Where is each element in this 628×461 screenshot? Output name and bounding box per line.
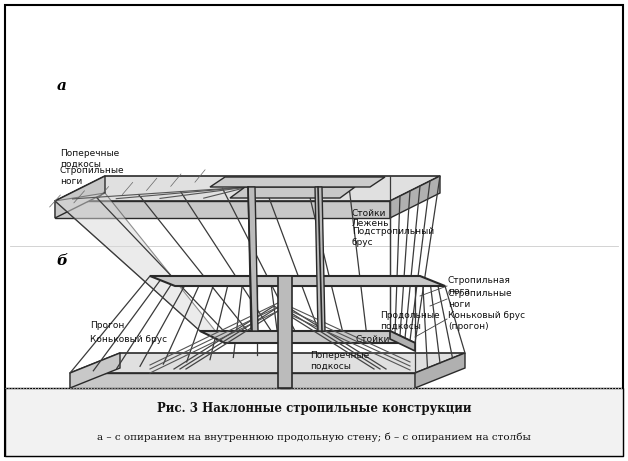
Text: Прогон: Прогон (90, 321, 124, 331)
Polygon shape (315, 187, 325, 331)
Polygon shape (280, 373, 290, 388)
Polygon shape (70, 353, 465, 373)
Polygon shape (210, 177, 385, 187)
Polygon shape (70, 353, 120, 388)
Text: Стропильные
ноги: Стропильные ноги (60, 166, 124, 186)
Text: а – с опиранием на внутреннюю продольную стену; б – с опиранием на столбы: а – с опиранием на внутреннюю продольную… (97, 432, 531, 442)
Text: Поперечные
подкосы: Поперечные подкосы (60, 149, 119, 169)
Text: Стойки: Стойки (355, 335, 389, 343)
Polygon shape (390, 176, 440, 218)
Text: Стропильная
нога: Стропильная нога (448, 276, 511, 296)
Polygon shape (55, 176, 105, 218)
Text: Рис. 3 Наклонные стропильные конструкции: Рис. 3 Наклонные стропильные конструкции (157, 402, 471, 415)
Bar (5, 388, 623, 456)
Polygon shape (200, 331, 415, 343)
Text: б: б (57, 254, 67, 268)
Polygon shape (150, 276, 445, 286)
Polygon shape (55, 176, 440, 201)
Text: Стропильные
ноги: Стропильные ноги (448, 290, 512, 309)
Text: Подстропильный
брус: Подстропильный брус (352, 227, 434, 247)
Polygon shape (55, 201, 390, 218)
Text: Стойки: Стойки (352, 208, 386, 218)
Polygon shape (278, 276, 292, 388)
Polygon shape (248, 187, 258, 331)
Polygon shape (70, 373, 415, 388)
Text: Лежень: Лежень (352, 219, 389, 229)
Polygon shape (55, 193, 225, 343)
Polygon shape (230, 187, 355, 198)
Text: а: а (57, 79, 67, 93)
Polygon shape (390, 331, 415, 351)
Text: Коньковый брус
(прогон): Коньковый брус (прогон) (448, 311, 525, 331)
Text: Коньковый брус: Коньковый брус (90, 335, 167, 343)
Text: Поперечные
подкосы: Поперечные подкосы (310, 351, 369, 371)
Text: Продольные
подкосы: Продольные подкосы (380, 311, 440, 331)
Polygon shape (415, 353, 465, 388)
